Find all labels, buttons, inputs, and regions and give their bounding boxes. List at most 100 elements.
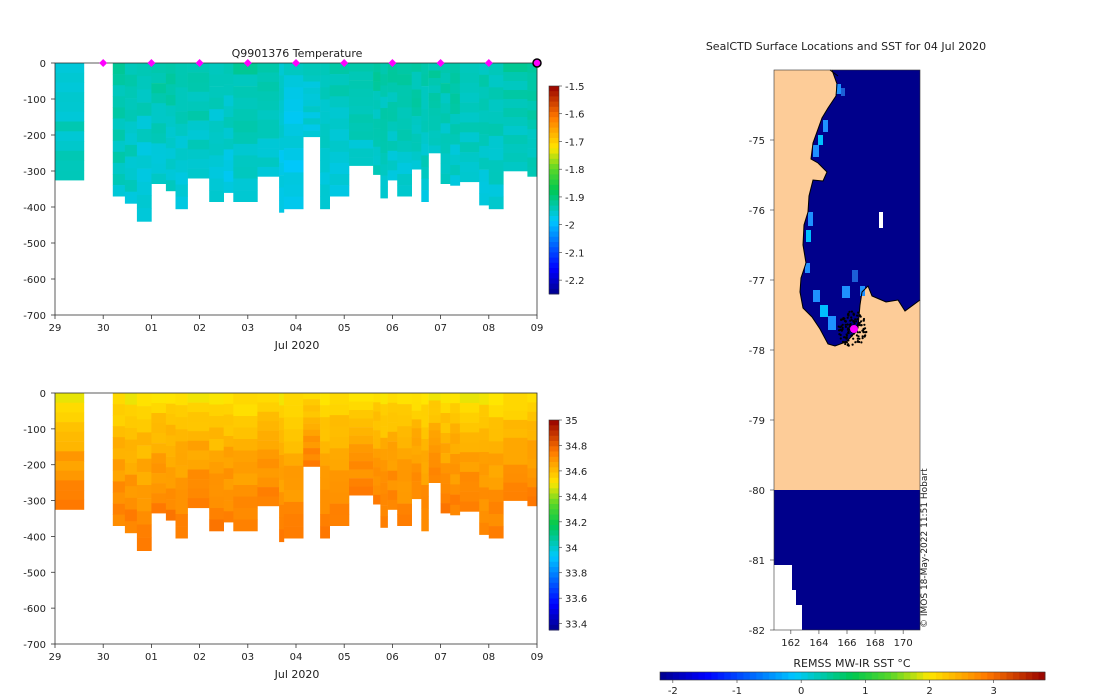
- colorbar-segment: [549, 262, 559, 269]
- colorbar-segment: [549, 624, 559, 631]
- data-cell: [223, 106, 234, 118]
- surface-location-dot: [850, 334, 853, 337]
- data-cell: [283, 160, 304, 173]
- data-cell: [136, 168, 152, 183]
- data-cell: [440, 453, 451, 464]
- data-cell: [175, 87, 188, 100]
- colorbar-segment: [549, 582, 559, 589]
- data-cell: [428, 430, 441, 439]
- data-cell: [175, 184, 188, 197]
- data-cell: [329, 448, 350, 460]
- colorbar-segment: [852, 672, 860, 680]
- data-cell: [279, 405, 285, 419]
- data-cell: [175, 63, 188, 76]
- data-cell: [151, 93, 167, 104]
- colorbar-segment: [549, 441, 559, 447]
- data-cell: [459, 412, 480, 423]
- colorbar-segment: [549, 561, 559, 568]
- data-cell: [209, 485, 224, 497]
- data-cell: [283, 501, 304, 515]
- lat-tick-label: -75: [749, 136, 765, 147]
- data-cell: [479, 463, 490, 476]
- data-cell: [397, 415, 412, 427]
- data-cell: [165, 467, 176, 479]
- colorbar-segment: [1012, 672, 1020, 680]
- colorbar-segment: [884, 672, 892, 680]
- data-cell: [488, 75, 504, 88]
- data-cell: [397, 85, 412, 97]
- data-cell: [349, 80, 374, 89]
- data-cell: [283, 453, 304, 466]
- surface-location-dot: [864, 331, 867, 334]
- data-cell: [387, 121, 398, 132]
- data-cell: [373, 430, 381, 440]
- surface-location-dot: [843, 317, 846, 320]
- colorbar-tick-label: 34.8: [565, 441, 587, 452]
- data-cell: [387, 499, 398, 510]
- data-cell: [165, 424, 176, 436]
- data-cell: [165, 477, 176, 489]
- data-cell: [440, 473, 451, 484]
- data-cell: [440, 493, 451, 504]
- data-cell: [503, 473, 528, 483]
- data-cell: [257, 449, 280, 460]
- data-cell: [112, 151, 126, 164]
- data-cell: [112, 404, 126, 416]
- data-cell: [397, 185, 412, 197]
- colorbar-segment: [704, 672, 712, 680]
- data-cell: [421, 120, 429, 133]
- y-tick-label: -400: [23, 203, 46, 214]
- data-cell: [527, 119, 538, 130]
- colorbar-segment: [549, 603, 559, 610]
- data-cell: [503, 410, 528, 421]
- data-cell: [165, 509, 176, 521]
- data-cell: [187, 159, 210, 169]
- lat-tick-label: -76: [749, 206, 765, 217]
- x-tick-label: 07: [434, 652, 447, 663]
- colorbar-segment: [672, 672, 680, 680]
- data-cell: [488, 417, 504, 430]
- sst-pixel: [820, 305, 828, 317]
- data-cell: [527, 449, 538, 460]
- data-cell: [257, 411, 280, 422]
- data-cell: [320, 489, 330, 503]
- surface-location-dot: [855, 320, 858, 323]
- data-cell: [479, 193, 490, 206]
- data-cell: [488, 501, 504, 515]
- sst-pixel: [836, 84, 841, 94]
- data-cell: [373, 146, 381, 157]
- data-cell: [373, 118, 381, 129]
- data-cell: [209, 109, 224, 121]
- data-cell: [223, 468, 234, 480]
- data-cell: [124, 393, 138, 405]
- data-cell: [488, 148, 504, 161]
- data-cell: [450, 165, 461, 176]
- data-cell: [303, 442, 321, 449]
- surface-location-dot: [838, 329, 841, 332]
- data-cell: [411, 401, 422, 411]
- colorbar-frame: [659, 671, 1046, 681]
- data-cell: [411, 445, 422, 455]
- data-cell: [488, 429, 504, 442]
- surface-location-dot: [850, 316, 853, 319]
- data-cell: [136, 181, 152, 196]
- data-cell: [349, 105, 374, 115]
- data-cell: [55, 111, 85, 122]
- data-cell: [373, 128, 381, 138]
- temperature-plot-area: [55, 63, 538, 222]
- map-panel: SealCTD Surface Locations and SST for 04…: [659, 40, 1046, 697]
- data-cell: [151, 433, 167, 444]
- data-cell: [397, 129, 412, 141]
- colorbar-segment: [549, 257, 559, 264]
- temperature-y-ticks: 0 -100 -200 -300 -400 -500 -600 -700: [23, 59, 55, 322]
- data-cell: [223, 117, 234, 129]
- data-cell: [175, 75, 188, 88]
- data-cell: [527, 63, 538, 73]
- data-cell: [55, 121, 85, 132]
- data-cell: [320, 405, 330, 418]
- data-cell: [257, 430, 280, 441]
- data-cell: [503, 464, 528, 474]
- data-cell: [397, 448, 412, 460]
- salinity-panel: 0 -100 -200 -300 -400 -500 -600 -700 29 30 01 02 03…: [23, 389, 587, 681]
- colorbar-segment: [549, 509, 559, 515]
